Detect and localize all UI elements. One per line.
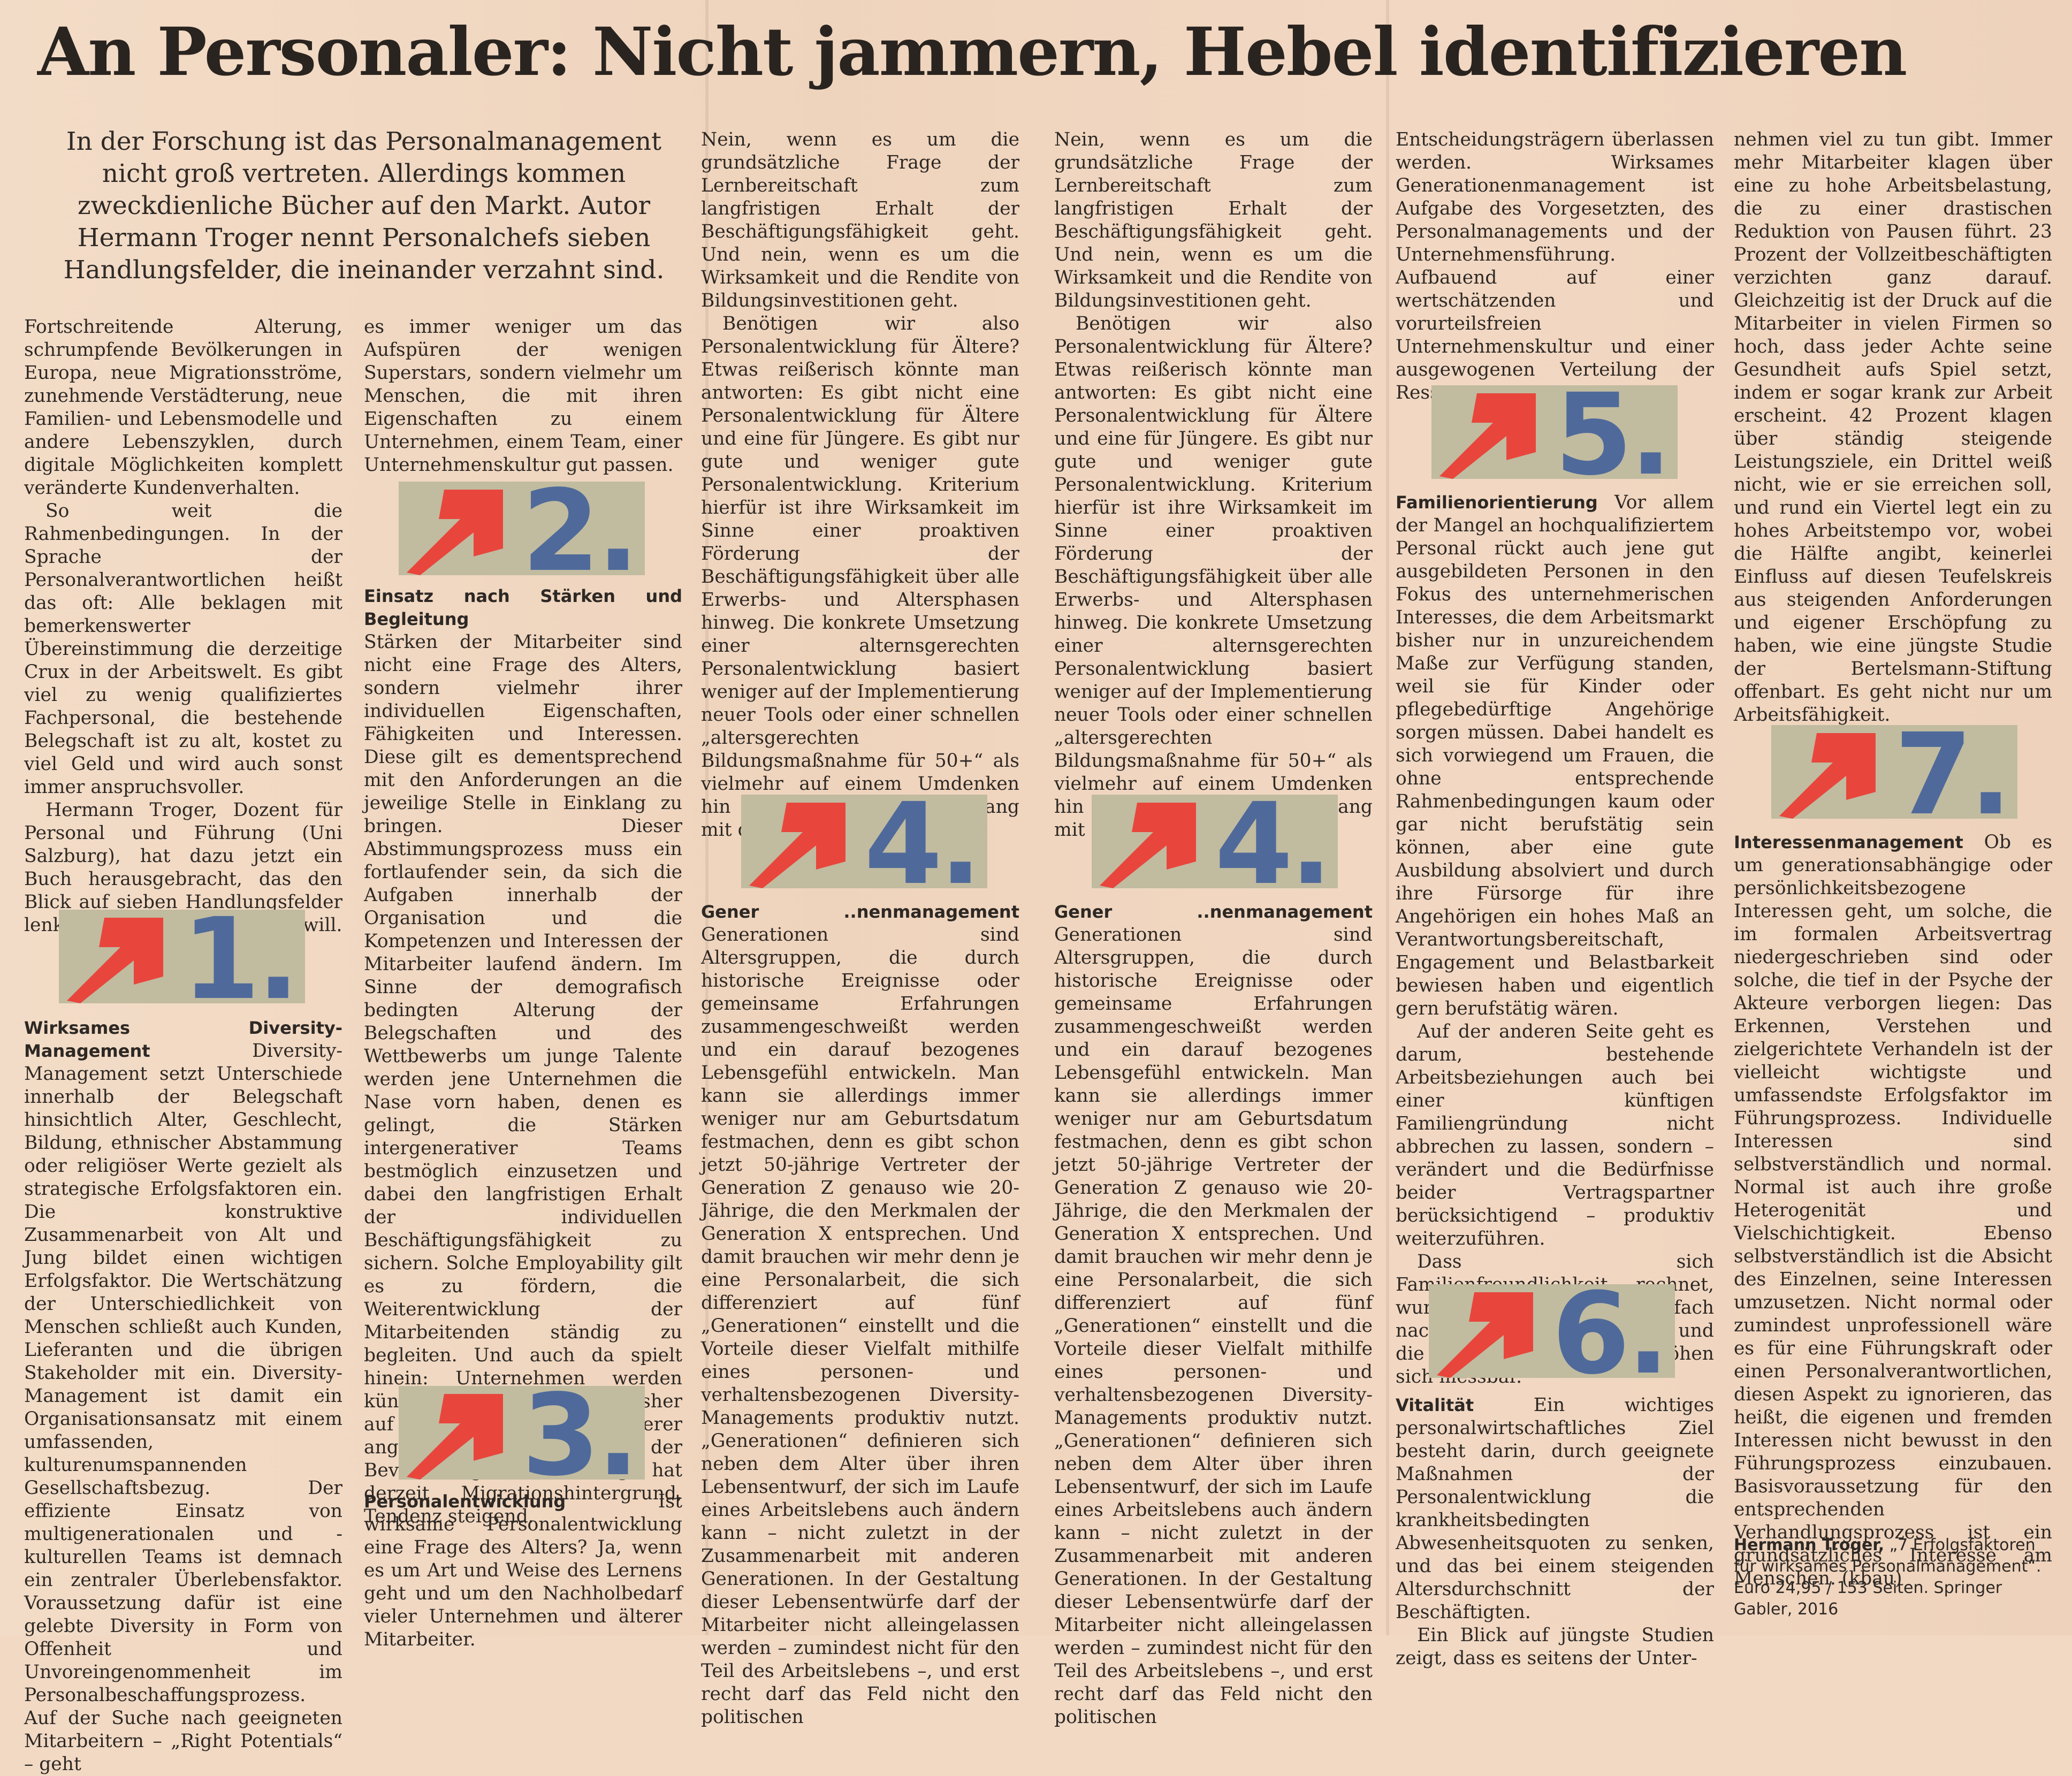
section-title: Interessenmanagement [1734,832,1963,852]
section-number: 4. [864,795,982,888]
column-6: nehmen viel zu tun gibt. Immer mehr Mita… [1734,128,2052,727]
section-number: 3. [522,1386,639,1480]
number-badge-1: 1. [59,910,305,1003]
section-text: Ist wirksame Personalentwicklung eine Fr… [364,1491,682,1650]
section-title: Vitalität [1396,1395,1474,1415]
paper-background [0,0,2072,1635]
column-5: Entscheidungsträgern überlassen werden. … [1396,128,1714,405]
section-1: Wirksames Diversity-Management Diversity… [24,1017,342,1776]
section-number: 7. [1894,725,2012,819]
credit-info: Euro 24,95 / 153 Seiten. Springer Gabler… [1734,1579,2002,1619]
column-fold [705,0,709,1635]
section-5-paragraph: Auf der anderen Seite geht es darum, bes… [1396,1021,1714,1249]
credit-author: Hermann Troger, [1734,1536,1885,1554]
section-5: Familienorientierung Vor allem der Mange… [1396,491,1714,1389]
credit-book: „7 Erfolgsfaktoren für wirksames Persona… [1734,1536,2041,1576]
column-4: Nein, wenn es um die grundsätzliche Frag… [1054,128,1373,842]
section-3: Personalentwicklung Ist wirksame Persona… [364,1490,682,1651]
section-4: Gener ..nenmanagement Generationen sind … [701,901,1019,1729]
section-text: Vor allem der Mangel an hochqualifiziert… [1396,492,1714,1019]
number-badge-7: 7. [1771,725,2017,819]
section-text: Diversity-Management setzt Unterschiede … [24,1040,342,1775]
red-arrow-icon [67,918,163,1003]
section-3-continued: Benötigen wir also Personalentwicklung f… [701,313,1019,841]
number-badge-6: 6. [1429,1284,1675,1378]
column-fold [1386,0,1389,1635]
intro-paragraph: Hermann Troger, Dozent für Personal und … [24,799,342,936]
section-7: Interessenmanagement Ob es um generation… [1734,831,2052,1590]
section-number: 4. [1215,795,1332,888]
section-text: Generationen sind Altersgruppen, die dur… [1054,924,1373,1728]
red-arrow-icon [1779,733,1876,819]
intro-paragraph: Fortschreitende Alterung, schrumpfende B… [24,316,342,499]
headline: An Personaler: Nicht jammern, Hebel iden… [37,13,1907,91]
number-badge-5: 5. [1431,385,1678,479]
red-arrow-icon [749,803,845,888]
section-1-continued: es immer weniger um das Aufspüren der we… [364,316,682,476]
number-badge-4: 4. [1092,795,1338,888]
red-arrow-icon [1100,803,1196,888]
section-number: 6. [1552,1284,1670,1378]
intro-paragraph: So weit die Rahmenbedingungen. In der Sp… [24,500,342,798]
section-6-continued: nehmen viel zu tun gibt. Immer mehr Mita… [1734,129,2052,726]
section-6-paragraph: Ein Blick auf jüngste Studien zeigt, das… [1396,1625,1714,1669]
section-3-continued: Nein, wenn es um die grundsätzliche Frag… [1054,129,1373,311]
section-title: Wirksames Diversity-Management [24,1018,342,1061]
number-badge-2: 2. [399,482,645,575]
intro-column: Fortschreitende Alterung, schrumpfende B… [24,316,342,937]
section-3-continued: Nein, wenn es um die grundsätzliche Frag… [701,129,1019,311]
column-2: es immer weniger um das Aufspüren der we… [364,316,682,477]
section-3-continued: Benötigen wir also Personalentwicklung f… [1054,313,1373,841]
section-4: Gener ..nenmanagement Generationen sind … [1054,901,1373,1729]
section-title: Personalentwicklung [364,1491,566,1512]
section-text: Ob es um generationsabhängige oder persö… [1734,832,2052,1589]
section-title: Einsatz nach Stärken und Begleitung [364,586,682,629]
number-badge-4: 4. [741,795,987,888]
section-4-continued: Entscheidungsträgern überlassen werden. … [1396,129,1714,403]
red-arrow-icon [1439,393,1536,479]
section-text: Generationen sind Altersgruppen, die dur… [701,924,1019,1728]
red-arrow-icon [407,1394,503,1480]
red-arrow-icon [1437,1292,1533,1378]
section-title: Gener ..nenmanagement [701,902,1019,922]
section-title: Gener ..nenmanagement [1054,902,1373,922]
section-6: Vitalität Ein wichtiges personalwirtscha… [1396,1394,1714,1670]
section-text: Ein wichtiges personalwirtschaftliches Z… [1396,1394,1714,1623]
section-number: 5. [1555,385,1672,479]
section-number: 2. [522,482,639,575]
section-number: 1. [182,910,300,1003]
book-credit: Hermann Troger, „7 Erfolgsfaktoren für w… [1734,1535,2052,1620]
column-3: Nein, wenn es um die grundsätzliche Frag… [701,128,1019,842]
lead-paragraph: In der Forschung ist das Personalmanagem… [63,127,665,285]
number-badge-3: 3. [399,1386,645,1480]
red-arrow-icon [407,490,503,575]
section-title: Familienorientierung [1396,492,1598,513]
